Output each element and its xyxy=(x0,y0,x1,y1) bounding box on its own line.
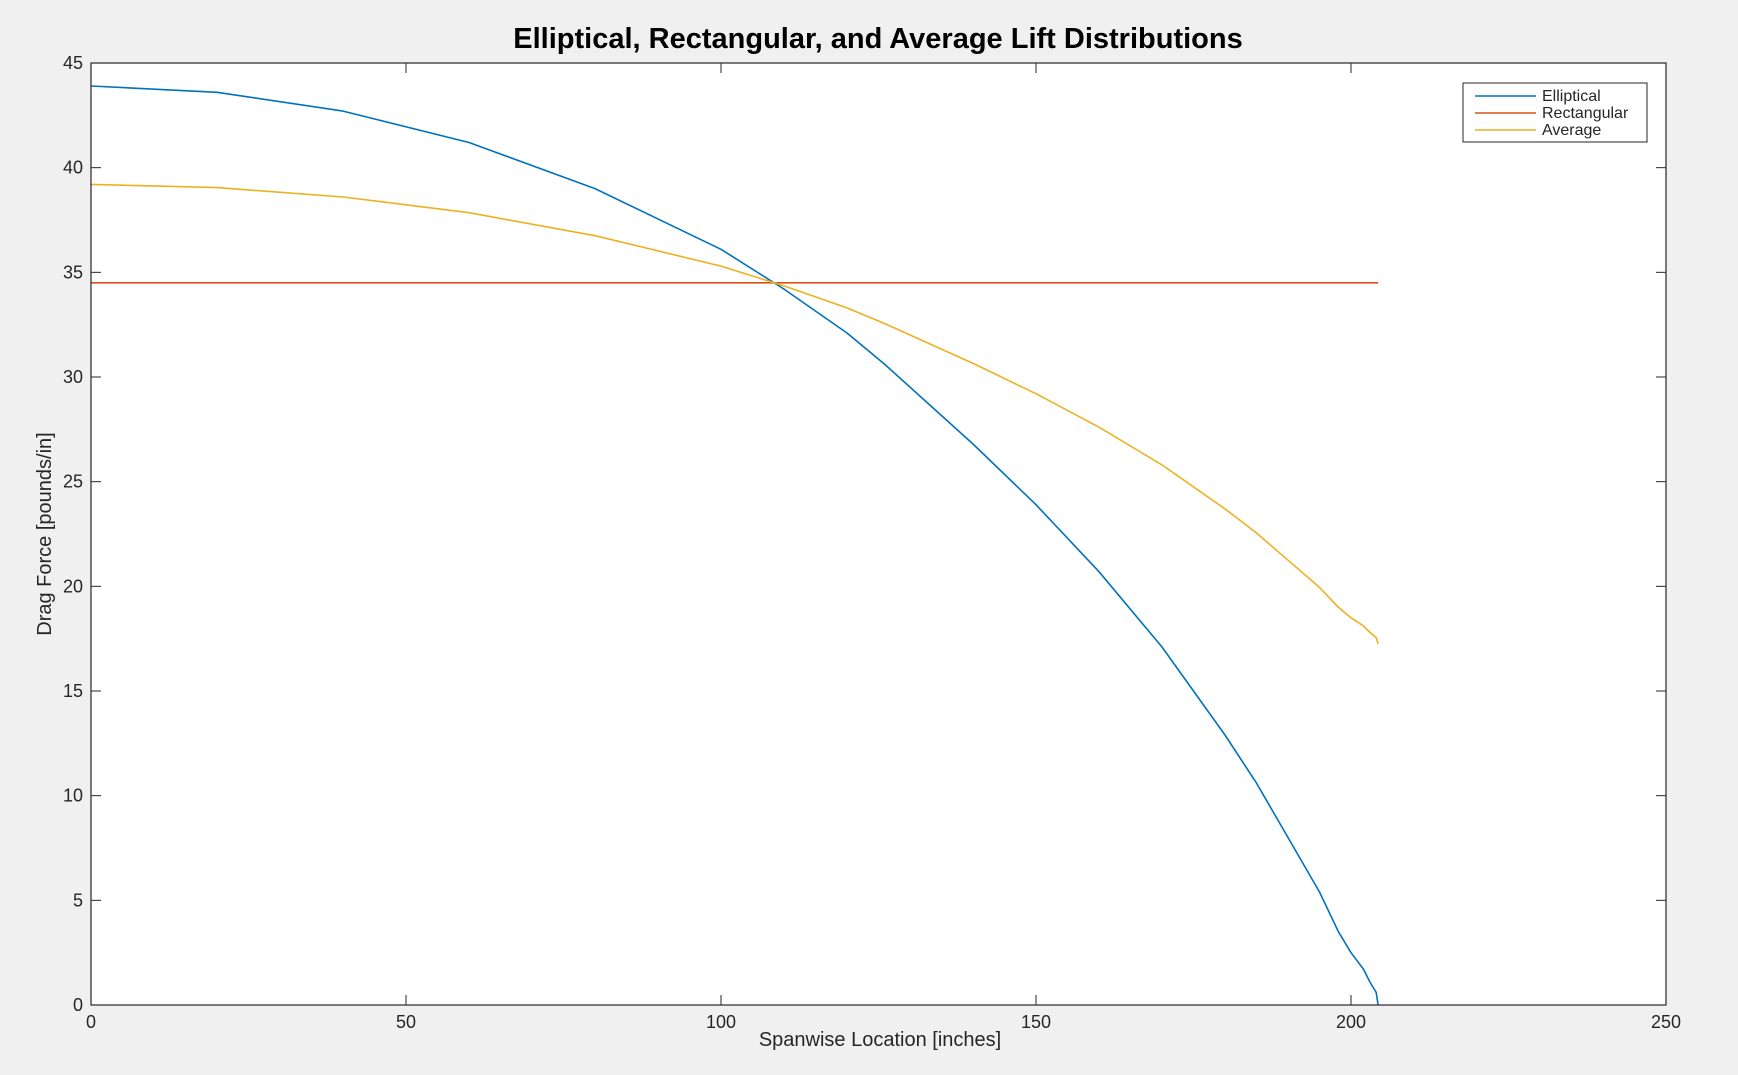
y-tick-label: 20 xyxy=(63,576,83,596)
y-axis-label: Drag Force [pounds/in] xyxy=(34,432,56,635)
x-axis: 0 50 100 150 200 250 xyxy=(86,63,1681,1032)
x-tick-label: 100 xyxy=(706,1012,736,1032)
y-axis: 0 5 10 15 20 25 30 35 40 45 xyxy=(63,53,1666,1015)
y-tick-label: 35 xyxy=(63,262,83,282)
x-tick-label: 200 xyxy=(1336,1012,1366,1032)
axes-box xyxy=(90,62,1667,1006)
legend-label-elliptical: Elliptical xyxy=(1542,88,1601,105)
y-tick-label: 5 xyxy=(73,890,83,910)
series-line-average xyxy=(90,183,1379,645)
y-tick-label: 25 xyxy=(63,472,83,492)
x-axis-label: Spanwise Location [inches] xyxy=(759,1029,1001,1051)
x-tick-label: 0 xyxy=(86,1012,96,1032)
chart-title: Elliptical, Rectangular, and Average Lif… xyxy=(513,23,1242,55)
y-tick-label: 0 xyxy=(73,995,83,1015)
legend-label-average: Average xyxy=(1542,122,1601,139)
legend-label-rectangular: Rectangular xyxy=(1542,105,1629,122)
x-tick-label: 250 xyxy=(1651,1012,1681,1032)
x-tick-label: 150 xyxy=(1021,1012,1051,1032)
y-tick-label: 10 xyxy=(63,786,83,806)
plot-area xyxy=(91,63,1666,1005)
x-tick-label: 50 xyxy=(396,1012,416,1032)
y-tick-label: 40 xyxy=(63,158,83,178)
y-tick-label: 15 xyxy=(63,681,83,701)
y-tick-label: 45 xyxy=(63,53,83,73)
series-line-elliptical xyxy=(90,85,1379,1006)
y-tick-label: 30 xyxy=(63,367,83,387)
series-layer xyxy=(90,85,1379,1006)
